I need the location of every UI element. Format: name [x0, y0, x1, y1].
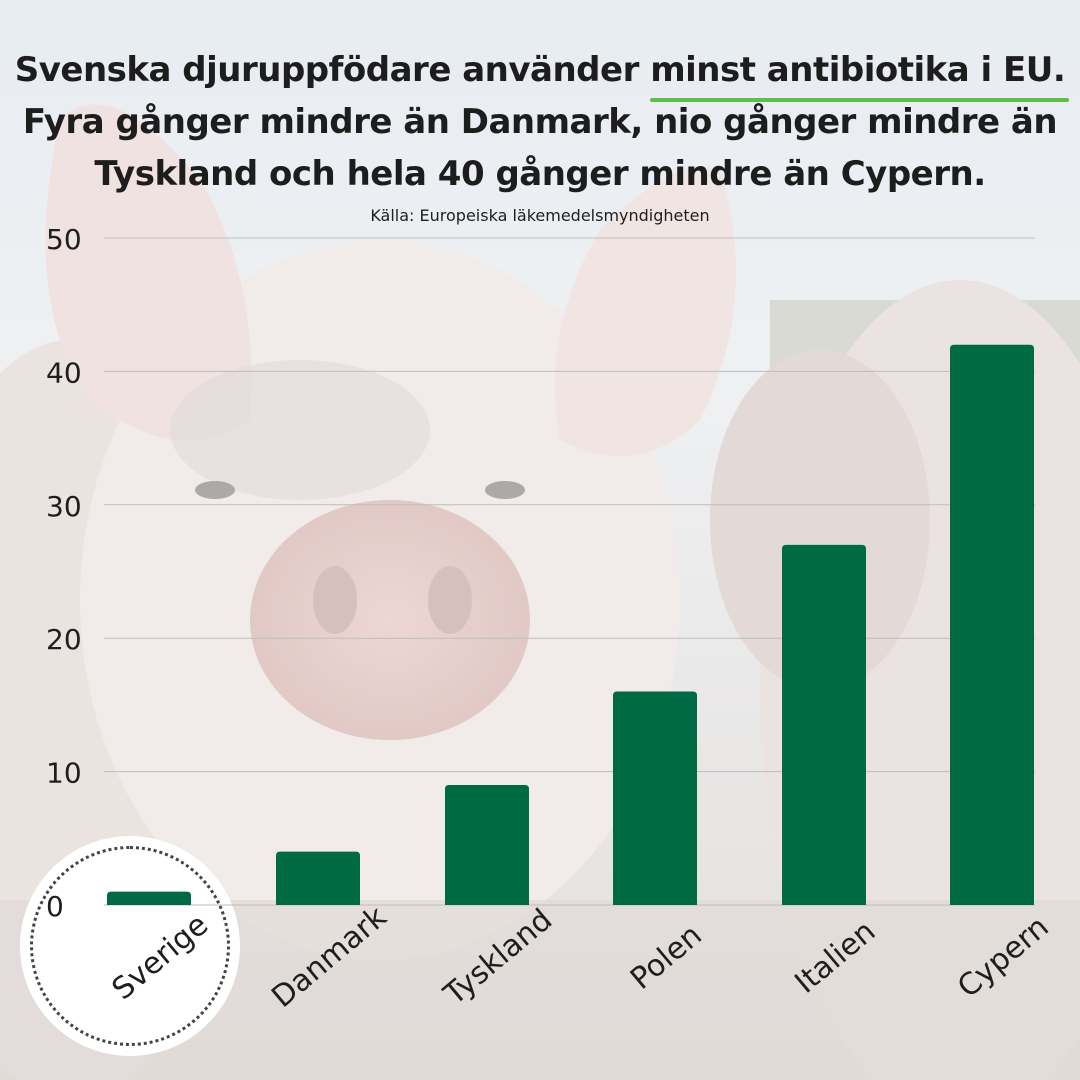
x-tick-label-cypern: Cypern	[951, 909, 1055, 1005]
y-tick-label: 40	[46, 356, 82, 389]
bar-tyskland	[445, 784, 529, 905]
bar-danmark	[276, 851, 360, 905]
y-tick-label: 10	[46, 757, 82, 790]
y-tick-label: 0	[46, 890, 64, 923]
sverige-badge	[20, 836, 240, 1056]
x-tick-label-sverige: Sverige	[106, 907, 215, 1007]
badge-dotted-ring	[30, 846, 230, 1046]
bar-italien	[782, 544, 866, 905]
headline-text: Svenska djuruppfödare använder	[14, 50, 651, 90]
headline-line-1: Svenska djuruppfödare använder minst ant…	[0, 44, 1080, 102]
bar-polen	[613, 691, 697, 905]
headline-line-2: Fyra gånger mindre än Danmark, nio gånge…	[22, 102, 1058, 142]
headline-highlight: minst antibiotika i EU.	[650, 44, 1070, 102]
y-tick-label: 30	[46, 490, 82, 523]
source-note: Källa: Europeiska läkemedelsmyndigheten	[370, 206, 710, 225]
headline-line-3: Tyskland och hela 40 gånger mindre än Cy…	[94, 154, 986, 194]
headline: Svenska djuruppfödare använder minst ant…	[0, 44, 1080, 200]
bar-sverige	[107, 891, 191, 905]
x-tick-label-polen: Polen	[624, 918, 709, 997]
y-tick-label: 50	[46, 223, 82, 256]
y-tick-label: 20	[46, 623, 82, 656]
x-tick-label-danmark: Danmark	[265, 899, 394, 1015]
x-tick-label-italien: Italien	[788, 914, 882, 1001]
x-tick-label-tyskland: Tyskland	[437, 902, 559, 1012]
bar-cypern	[950, 344, 1034, 906]
